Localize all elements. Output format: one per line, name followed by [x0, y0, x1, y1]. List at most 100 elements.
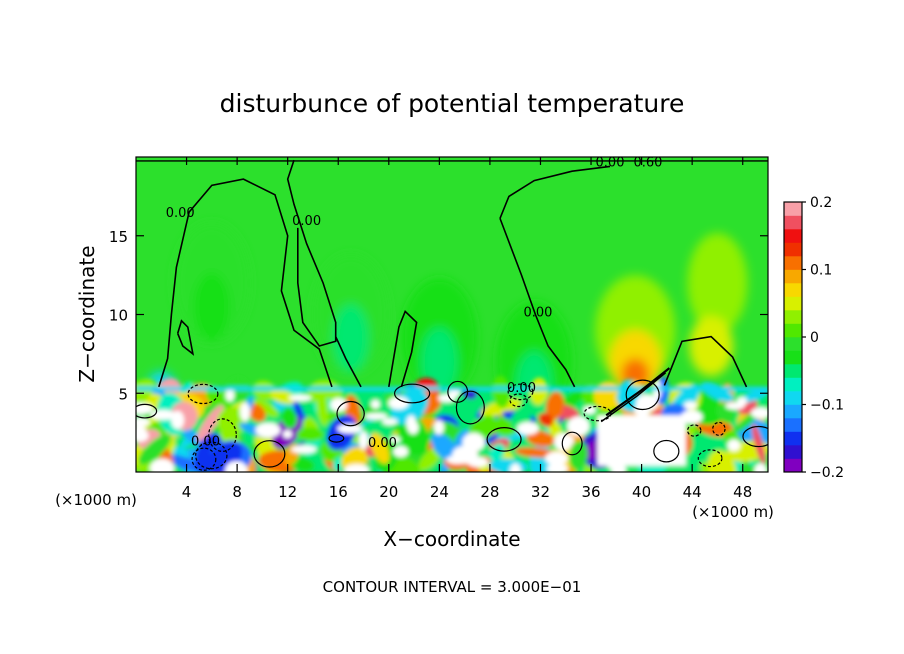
contour-line [253, 440, 286, 468]
mixed-layer-cell [361, 421, 382, 435]
colorbar-swatch [784, 350, 802, 365]
contour-label: 0.00 [596, 156, 625, 171]
colorbar-swatch [784, 323, 802, 338]
x-unit-label-left: (×1000 m) [55, 491, 137, 509]
mixed-layer-cell [433, 420, 445, 435]
contour-interval-note: CONTOUR INTERVAL = 3.000E−01 [323, 578, 582, 596]
mixed-layer-cell [358, 431, 369, 450]
contour-line [686, 424, 702, 437]
mixed-layer-cell [597, 415, 686, 466]
colorbar-swatch [784, 431, 802, 446]
contour-line [486, 427, 522, 452]
chart-title: disturbunce of potential temperature [220, 89, 685, 118]
contour-line [507, 383, 534, 401]
contour-label: 0.00 [166, 206, 195, 221]
x-tick-label: 8 [232, 483, 242, 501]
mixed-layer-cell [431, 433, 459, 462]
y-axis-ticks: 5 10 15 [109, 228, 768, 403]
mixed-layer-cell [370, 399, 380, 409]
x-tick-label: 44 [683, 483, 702, 501]
x-tick-label: 20 [379, 483, 398, 501]
x-tick-label: 28 [480, 483, 499, 501]
colorbar-swatch [784, 229, 802, 243]
mixed-layer-cell [282, 430, 293, 439]
contour-line [187, 383, 219, 405]
y-tick-label: 15 [109, 228, 128, 246]
contour-line [136, 403, 158, 419]
mixed-layer-cell [315, 385, 329, 427]
colorbar-swatch [784, 256, 802, 270]
contour-line [742, 425, 768, 448]
mixed-layer-cell [634, 404, 651, 417]
mixed-layer-cell [248, 403, 266, 422]
colorbar-tick-label: 0 [810, 330, 819, 346]
contour-line [663, 335, 748, 388]
contour-line [561, 431, 583, 456]
y-tick-label: 10 [109, 307, 128, 325]
mixed-layer-field [136, 375, 768, 472]
mixed-layer-cell [538, 413, 554, 427]
mixed-layer-cell [149, 458, 175, 472]
contour-line [334, 336, 362, 388]
mixed-layer-cell [707, 450, 737, 472]
mixed-layer-cell [569, 440, 588, 471]
mixed-layer-cell [243, 431, 256, 446]
mixed-layer-cell [546, 463, 568, 472]
contour-line [208, 418, 237, 452]
mixed-layer-cell [750, 407, 768, 419]
contour-line [328, 433, 345, 443]
contour-line [455, 390, 485, 425]
mixed-layer-cell [330, 397, 348, 412]
contour-line [195, 441, 228, 470]
contour-label: 0.60 [633, 156, 662, 171]
x-tick-label: 40 [632, 483, 651, 501]
y-axis-label: Z−coordinate [75, 245, 99, 382]
mixed-layer-cell [567, 416, 590, 436]
contour-lines [136, 159, 768, 471]
field-anomaly [689, 316, 734, 376]
colorbar-swatch [784, 418, 802, 432]
mixed-layer-cell [517, 421, 539, 435]
x-axis-ticks: 4 8 12 16 20 24 28 32 36 40 44 48 [182, 157, 752, 501]
mixed-layer-cell [136, 417, 150, 427]
mixed-layer-cell [136, 429, 149, 442]
mixed-layer-cell [382, 418, 398, 426]
mixed-layer-cell [136, 402, 153, 415]
colorbar-swatch [784, 364, 802, 378]
contour-label: 0.00 [191, 435, 220, 450]
contour-label: 0.00 [292, 214, 321, 229]
mixed-layer-cell [727, 439, 741, 452]
contour-line [509, 393, 528, 408]
y-tick-label: 5 [118, 385, 128, 403]
colorbar-swatch [784, 445, 802, 459]
mixed-layer-cell [389, 436, 401, 443]
contour-line [158, 178, 333, 388]
mixed-layer-cell [138, 433, 172, 465]
x-axis-label: X−coordinate [383, 527, 520, 551]
colorbar-swatch [784, 377, 802, 392]
mixed-layer-cell [529, 377, 548, 406]
mixed-layer-cell [544, 451, 568, 466]
colorbar-swatch [784, 215, 802, 230]
mixed-layer-cell [509, 463, 522, 472]
mixed-layer-cell [270, 389, 297, 404]
colorbar: 0.2 0.1 0 −0.1 −0.2 [783, 195, 844, 481]
mixed-layer-cell [454, 447, 463, 456]
mixed-layer-cell [253, 398, 279, 418]
x-tick-label: 48 [733, 483, 752, 501]
mixed-layer-top-band [136, 386, 768, 391]
field-anomaly [687, 233, 748, 333]
colorbar-tick-label: −0.1 [810, 398, 844, 414]
contour-line [600, 372, 667, 423]
contour-line [191, 447, 217, 471]
colorbar-swatch [784, 458, 802, 473]
mixed-layer-cell [754, 463, 767, 472]
mixed-layer-cell [514, 447, 557, 458]
colorbar-swatch [784, 296, 802, 311]
x-tick-label: 4 [182, 483, 192, 501]
contour-label: 0.00 [368, 436, 397, 451]
mixed-layer-cell [240, 402, 251, 422]
contour-line [605, 367, 671, 417]
mixed-layer-cell [583, 405, 596, 415]
